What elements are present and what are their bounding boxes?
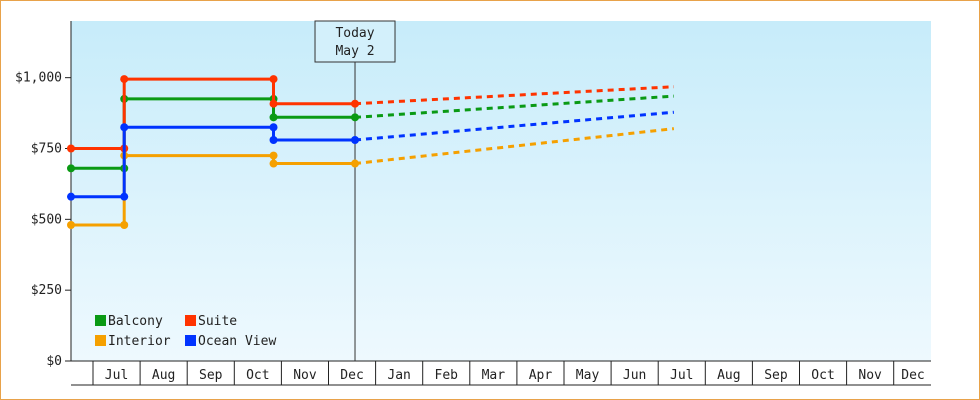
data-point bbox=[120, 75, 129, 84]
data-point bbox=[269, 123, 278, 132]
data-point bbox=[67, 192, 75, 201]
today-box bbox=[314, 20, 396, 63]
month-label: Oct bbox=[811, 368, 834, 383]
data-point bbox=[120, 123, 129, 132]
series-line-ocean-view bbox=[71, 125, 355, 199]
series-ocean-view bbox=[67, 110, 675, 201]
month-label: Aug bbox=[152, 368, 175, 383]
legend-label-interior: Interior bbox=[108, 334, 171, 349]
month-label: Oct bbox=[246, 368, 269, 383]
series-layer bbox=[67, 75, 675, 229]
data-point bbox=[269, 159, 278, 168]
month-label: Nov bbox=[858, 368, 882, 383]
series-line-interior bbox=[71, 154, 355, 227]
data-point bbox=[120, 221, 129, 229]
today-label: Today bbox=[335, 26, 374, 41]
legend-label-suite: Suite bbox=[198, 314, 237, 329]
data-point bbox=[351, 136, 360, 144]
series-interior bbox=[67, 127, 675, 229]
y-tick-label: $750 bbox=[31, 142, 62, 157]
data-point bbox=[67, 164, 75, 173]
series-forecast-interior bbox=[354, 127, 675, 166]
month-label: Mar bbox=[482, 368, 506, 383]
series-suite bbox=[67, 75, 674, 153]
data-point bbox=[269, 151, 278, 160]
legend: Balcony Suite Interior Ocean View bbox=[95, 314, 276, 349]
data-point bbox=[351, 159, 360, 168]
month-label: Jul bbox=[105, 368, 128, 383]
series-line-balcony bbox=[71, 97, 355, 170]
axes: $0 $250 $500 $750 $1,000 Jul Aug Sep Oct Nov Dec Ja… bbox=[15, 21, 931, 386]
month-label: Jul bbox=[670, 368, 693, 383]
legend-swatch-balcony bbox=[95, 315, 106, 326]
legend-swatch-interior bbox=[95, 335, 106, 346]
series-balcony bbox=[67, 94, 674, 173]
legend-swatch-ocean-view bbox=[185, 335, 196, 346]
data-point bbox=[67, 144, 75, 153]
series-forecast-suite bbox=[354, 85, 674, 106]
today-marker: Today May 2 bbox=[314, 20, 396, 361]
y-tick-label: $1,000 bbox=[15, 71, 62, 86]
y-tick-label: $250 bbox=[31, 283, 62, 298]
data-point bbox=[269, 113, 278, 122]
legend-label-balcony: Balcony bbox=[108, 314, 163, 329]
series-forecast-balcony bbox=[354, 94, 674, 119]
month-label: Apr bbox=[529, 368, 553, 383]
month-label: May bbox=[576, 368, 600, 383]
y-tick-label: $500 bbox=[31, 212, 62, 227]
legend-label-ocean-view: Ocean View bbox=[198, 334, 276, 349]
month-label: Sep bbox=[764, 368, 788, 383]
series-line-suite bbox=[71, 77, 355, 150]
data-point bbox=[269, 75, 278, 84]
month-label: Dec bbox=[901, 368, 924, 383]
month-label: Jan bbox=[387, 368, 410, 383]
data-point bbox=[67, 221, 75, 229]
data-point bbox=[269, 99, 278, 108]
month-label: Jun bbox=[623, 368, 646, 383]
data-point bbox=[120, 192, 129, 201]
month-label: Nov bbox=[293, 368, 317, 383]
month-label: Dec bbox=[340, 368, 363, 383]
y-tick-label: $0 bbox=[46, 354, 62, 369]
month-label: Sep bbox=[199, 368, 223, 383]
data-point bbox=[351, 113, 360, 122]
data-point bbox=[351, 99, 360, 108]
month-label: Feb bbox=[435, 368, 459, 383]
series-forecast-ocean-view bbox=[354, 110, 675, 142]
plot-area bbox=[71, 21, 931, 361]
data-point bbox=[269, 136, 278, 144]
legend-swatch-suite bbox=[185, 315, 196, 326]
month-label: Aug bbox=[717, 368, 740, 383]
today-date: May 2 bbox=[335, 44, 374, 59]
